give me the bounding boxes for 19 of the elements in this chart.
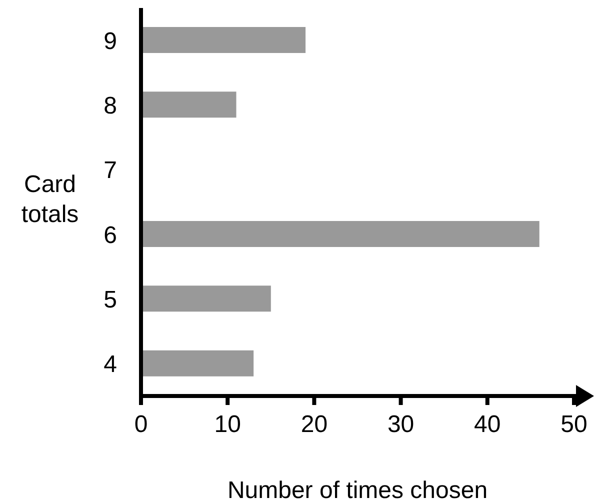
x-tick-label: 20	[300, 411, 328, 438]
bar	[141, 286, 271, 312]
bar	[141, 92, 236, 118]
y-tick-label: 8	[104, 92, 117, 120]
x-axis-title: Number of times chosen	[227, 477, 488, 502]
x-tick-label: 30	[387, 411, 414, 438]
bar	[141, 350, 254, 376]
y-tick-label: 6	[104, 222, 117, 249]
y-tick-label: 9	[104, 28, 117, 55]
bar	[141, 27, 306, 53]
y-axis-title: Card totals	[20, 170, 80, 230]
y-tick-label: 5	[104, 286, 117, 314]
y-tick-label: 4	[104, 351, 117, 378]
bar	[141, 221, 540, 247]
y-tick-label: 7	[104, 157, 117, 184]
x-tick-label: 0	[134, 411, 148, 438]
x-tick-label: 10	[214, 411, 241, 438]
x-tick-label: 40	[474, 411, 501, 438]
x-tick-label: 50	[560, 411, 588, 438]
